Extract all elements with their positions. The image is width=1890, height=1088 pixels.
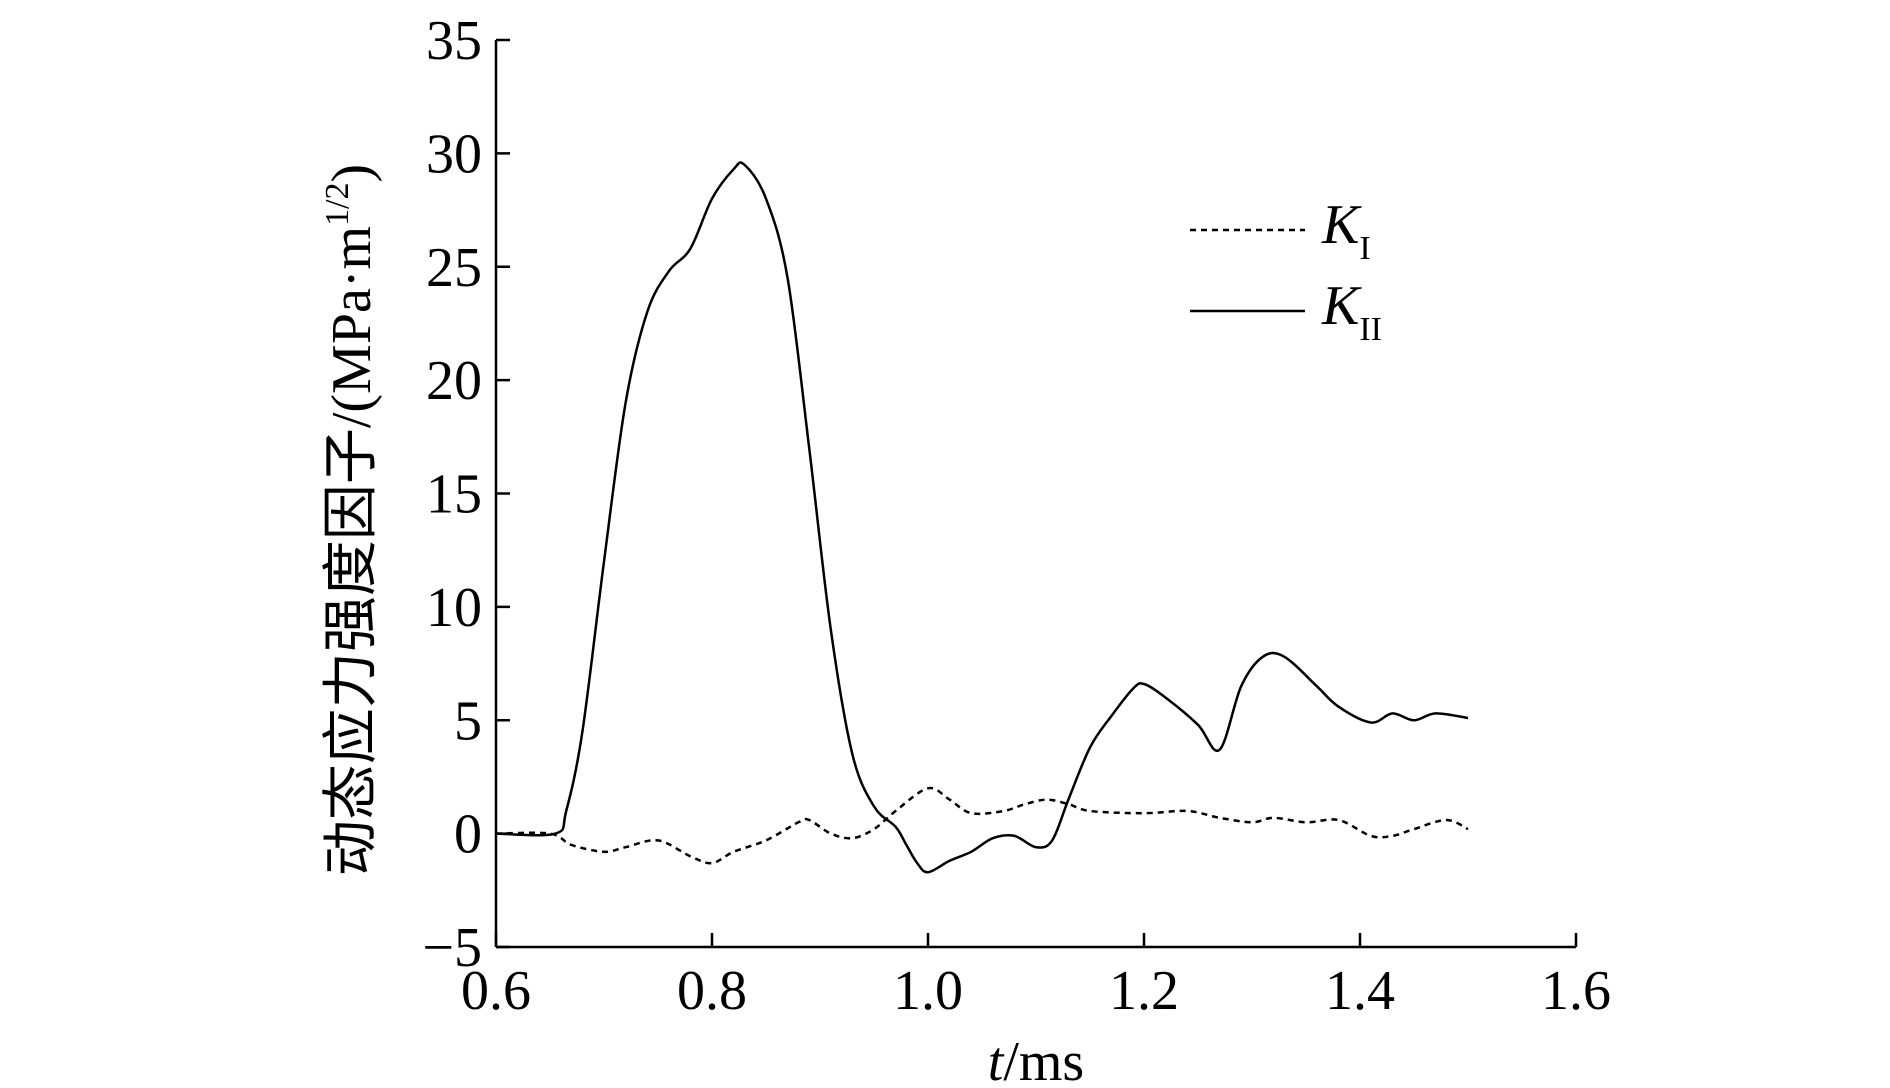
x-tick-label: 1.4 [1325, 960, 1395, 1022]
plot-area: 0.6 0.8 1.0 1.2 1.4 1.6 −5 0 5 10 15 20 25 30 35 [422, 10, 1611, 1022]
y-tick-label: 5 [454, 690, 482, 752]
y-tick-label: 15 [426, 464, 482, 526]
y-axis-label-main: 动态应力强度因子/(MPa·m [321, 226, 383, 876]
y-ticks: −5 0 5 10 15 20 25 30 35 [422, 10, 510, 979]
y-tick-label: 35 [426, 10, 482, 72]
y-axis-label-sup: 1/2 [319, 182, 356, 225]
legend-label-k2: KII [1321, 275, 1382, 348]
y-tick-label: 25 [426, 237, 482, 299]
x-tick-label: 0.8 [677, 960, 747, 1022]
y-axis-label-close: ) [321, 164, 383, 183]
x-axis-label-unit: /ms [1003, 1031, 1084, 1088]
x-tick-label: 0.6 [461, 960, 531, 1022]
legend-label-k2-sub: II [1359, 311, 1382, 348]
legend-label-k2-main: K [1321, 275, 1362, 337]
series-line-k1 [495, 786, 1469, 865]
x-tick-label: 1.2 [1109, 960, 1179, 1022]
y-tick-label: 10 [426, 577, 482, 639]
x-axis-label: t/ms [988, 1031, 1084, 1088]
x-tick-label: 1.6 [1541, 960, 1611, 1022]
legend-item-k1: KI [1190, 194, 1371, 267]
series-line-k2 [495, 161, 1469, 874]
x-tick-label: 1.0 [893, 960, 963, 1022]
legend-item-k2: KII [1190, 275, 1382, 348]
y-tick-label: −5 [422, 917, 482, 979]
legend-label-k1-sub: I [1359, 230, 1370, 267]
y-axis-label: 动态应力强度因子/(MPa·m1/2) [319, 164, 383, 876]
x-ticks: 0.6 0.8 1.0 1.2 1.4 1.6 [461, 933, 1611, 1022]
y-tick-label: 30 [426, 123, 482, 185]
legend-label-k1-main: K [1321, 194, 1362, 256]
y-tick-label: 0 [454, 804, 482, 866]
legend-label-k1: KI [1321, 194, 1371, 267]
legend: KI KII [1190, 194, 1382, 348]
series-layer [495, 161, 1469, 874]
x-axis-label-var: t [988, 1031, 1005, 1088]
y-tick-label: 20 [426, 350, 482, 412]
